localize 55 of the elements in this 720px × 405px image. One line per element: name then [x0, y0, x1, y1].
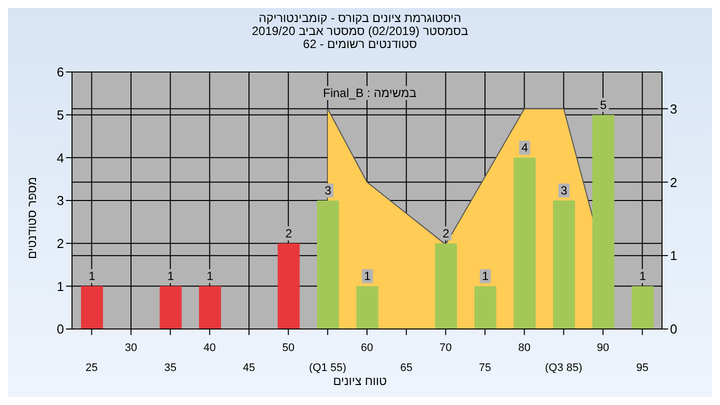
x-tick-label: 50: [282, 342, 294, 354]
data-label: 4: [521, 140, 528, 155]
x-tick-label: 40: [204, 342, 216, 354]
y-tick-label: 4: [56, 150, 64, 166]
y-axis-title: מספר סטודנטים: [25, 176, 39, 260]
x-tick-label: (Q1 55): [309, 362, 346, 374]
annotation: במשימה : Final_B: [320, 86, 420, 100]
bar: [81, 286, 103, 329]
y2-tick-label: 3: [670, 101, 678, 116]
x-tick-label: 30: [124, 342, 138, 354]
x-tick-label: 35: [164, 362, 176, 374]
bar: [592, 114, 614, 329]
y-tick-label: 2: [56, 236, 64, 251]
y-tick-label: 5: [56, 107, 64, 122]
x-tick-label: 70: [440, 342, 452, 354]
data-label: 3: [560, 184, 568, 198]
chart-subtitle: בסמסטר (02/2019) סמסטר אביב 2019/20 סטודנטים רשומים - 62: [250, 24, 470, 51]
data-label: 5: [600, 98, 607, 112]
x-axis-title: טווח ציונים: [332, 374, 388, 388]
bar: [632, 286, 654, 329]
y-tick-label: 1: [56, 278, 64, 294]
x-tick-label: (Q3 85): [545, 362, 582, 374]
x-tick-label: 80: [518, 342, 530, 354]
bar: [474, 286, 496, 329]
y2-tick-label: 0: [670, 322, 678, 337]
bar: [553, 200, 575, 329]
data-label: 1: [364, 269, 371, 284]
y2-tick-label: 1: [670, 248, 678, 264]
x-tick-label: 95: [636, 362, 648, 374]
x-tick-label: 90: [596, 342, 610, 354]
data-label: 2: [285, 226, 292, 240]
bar: [317, 200, 339, 329]
y-tick-label: 0: [56, 322, 64, 337]
bar: [435, 243, 457, 329]
bar: [514, 158, 536, 329]
data-label: 1: [88, 269, 96, 284]
bar: [356, 286, 378, 329]
data-label: 1: [639, 269, 646, 284]
data-label: 1: [167, 269, 174, 284]
bar: [278, 243, 300, 329]
x-tick-label: 60: [360, 342, 374, 354]
data-label: 1: [482, 269, 489, 284]
x-tick-label: 75: [478, 362, 492, 374]
y-tick-label: 6: [56, 64, 64, 80]
chart-title: היסטוגרמת ציונים בקורס - קומבינטוריקה: [258, 11, 462, 25]
y2-tick-label: 2: [670, 174, 678, 190]
x-tick-label: 25: [86, 362, 98, 374]
data-label: 2: [442, 226, 450, 240]
bar: [199, 286, 221, 329]
bar: [160, 286, 182, 329]
data-label: 1: [206, 269, 214, 284]
data-label: 3: [324, 184, 332, 198]
x-tick-label: 65: [400, 362, 412, 374]
y-tick-label: 3: [56, 193, 64, 208]
x-tick-label: 45: [242, 362, 256, 374]
